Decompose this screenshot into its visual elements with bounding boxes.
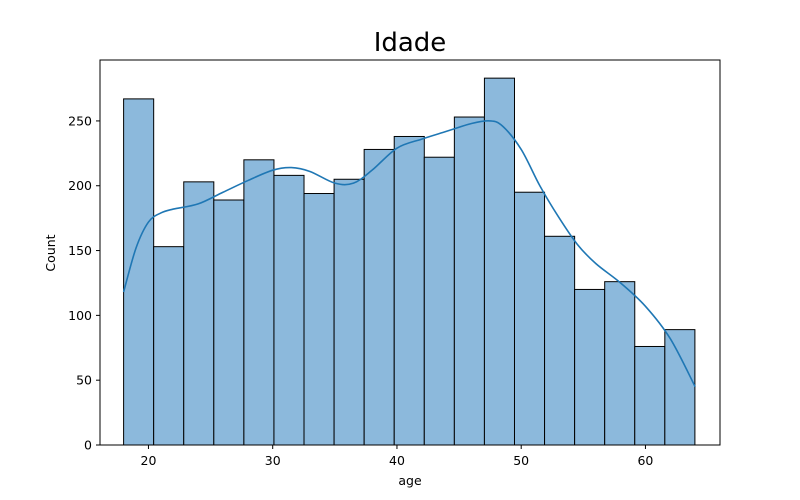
histogram-bar <box>243 159 275 446</box>
y-tick-label: 100 <box>68 308 92 323</box>
histogram-bar <box>183 181 215 446</box>
y-tick-label: 150 <box>68 243 92 258</box>
histogram-bar <box>423 156 455 446</box>
histogram-bar <box>123 98 155 446</box>
y-tick-label: 250 <box>68 113 92 128</box>
x-tick-label: 60 <box>637 453 653 468</box>
plot-frame <box>99 59 721 446</box>
histogram-bar <box>483 77 515 446</box>
x-axis-label: age <box>398 473 422 488</box>
x-axis-ticks: 20 30 40 50 60 <box>141 445 653 468</box>
histogram-bar <box>393 135 425 446</box>
histogram-bar <box>634 345 666 446</box>
x-tick-label: 40 <box>389 453 405 468</box>
bars-group <box>123 77 696 446</box>
histogram-bar <box>453 116 485 446</box>
histogram-bar <box>513 191 546 446</box>
y-tick-label: 50 <box>76 373 92 388</box>
kde-group <box>122 120 696 388</box>
x-tick-label: 30 <box>265 453 281 468</box>
y-tick-label: 200 <box>68 178 92 193</box>
histogram-bar <box>303 193 335 446</box>
histogram-bar <box>333 178 365 446</box>
histogram-bar <box>273 174 305 446</box>
kde-line <box>122 120 696 388</box>
histogram-bar <box>664 329 696 446</box>
x-tick-label: 20 <box>141 453 157 468</box>
histogram-bar <box>363 148 395 446</box>
chart-title: Idade <box>374 28 447 58</box>
histogram-bar <box>604 281 636 446</box>
y-axis-ticks: 0 50 100 150 200 250 <box>68 113 100 453</box>
y-axis-label: Count <box>43 234 58 271</box>
histogram-bar <box>574 288 606 446</box>
histogram-bar <box>213 199 245 446</box>
histogram-bar <box>544 235 576 446</box>
histogram-bar <box>153 246 185 446</box>
y-tick-label: 0 <box>84 438 92 453</box>
x-tick-label: 50 <box>513 453 529 468</box>
